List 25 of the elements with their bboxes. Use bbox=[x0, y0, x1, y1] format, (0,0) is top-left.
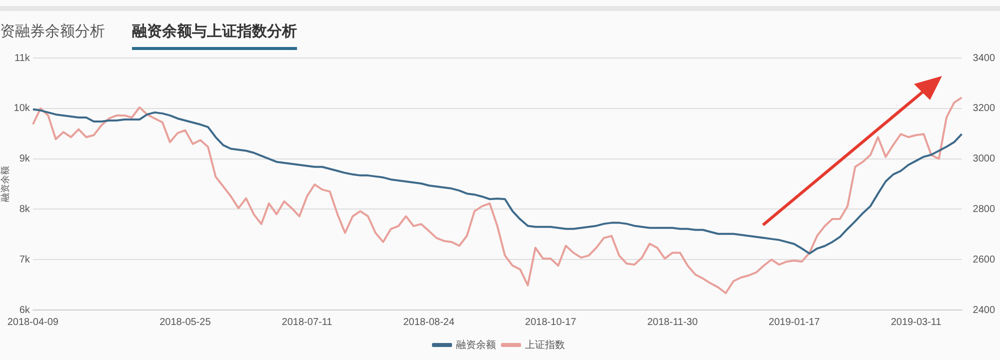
x-tick-label: 2018-07-11 bbox=[282, 316, 333, 328]
x-tick-label: 2019-01-17 bbox=[768, 316, 820, 328]
x-tick-label: 2018-05-25 bbox=[160, 316, 212, 328]
chart-title: 融资余额与上证指数分析 bbox=[132, 22, 297, 50]
x-tick-label: 2019-03-11 bbox=[890, 316, 942, 328]
chart-subtitle: 资融券余额分析 bbox=[0, 22, 105, 41]
y-tick-label: 10k bbox=[14, 103, 31, 114]
x-tick-label: 2018-10-17 bbox=[525, 316, 577, 328]
x-tick-label: 2018-08-24 bbox=[403, 316, 455, 328]
y2-tick-label: 3000 bbox=[972, 154, 996, 165]
y2-tick-label: 2800 bbox=[972, 204, 996, 215]
y-tick-label: 8k bbox=[19, 204, 31, 215]
y-axis-title: 融资余额 bbox=[0, 166, 10, 202]
x-tick-label: 2018-11-30 bbox=[647, 316, 698, 328]
y2-tick-label: 3200 bbox=[972, 103, 996, 114]
y-tick-label: 9k bbox=[19, 154, 31, 165]
y-tick-label: 6k bbox=[19, 304, 31, 316]
y2-tick-label: 3400 bbox=[972, 52, 996, 64]
x-tick-label: 2018-04-09 bbox=[7, 316, 59, 328]
legend-label: 上证指数 bbox=[525, 338, 565, 351]
legend-label: 融资余额 bbox=[456, 338, 496, 351]
y-tick-label: 7k bbox=[19, 254, 31, 266]
y2-tick-label: 2400 bbox=[972, 304, 996, 316]
y-tick-label: 11k bbox=[14, 52, 31, 64]
y2-tick-label: 2600 bbox=[972, 254, 996, 266]
